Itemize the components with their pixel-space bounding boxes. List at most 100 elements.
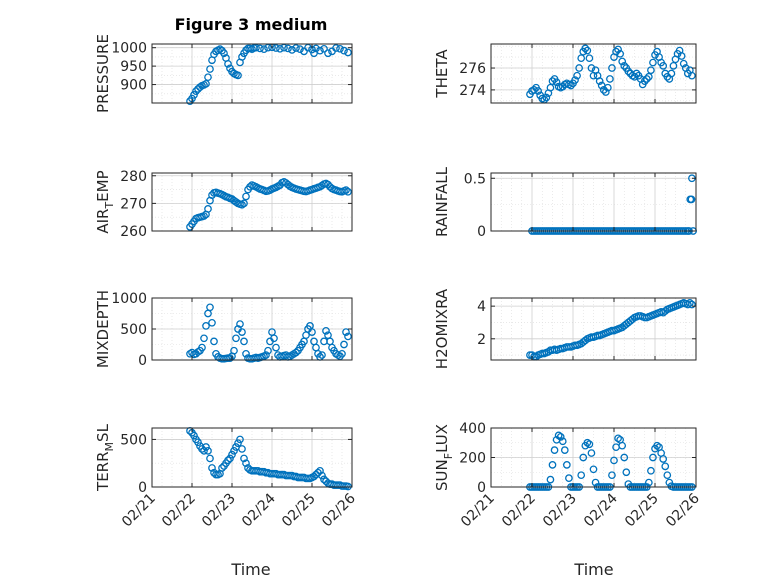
data-point: [242, 192, 250, 201]
data-point: [226, 354, 234, 362]
axes-box: [151, 43, 353, 104]
data-point: [192, 87, 200, 96]
data-point: [665, 478, 674, 487]
data-point: [198, 343, 206, 352]
data-point: [236, 435, 244, 444]
data-point: [679, 59, 688, 68]
y-axis-label: RAINFALL: [433, 166, 451, 237]
y-axis-label: MIXDEPTH: [94, 290, 112, 368]
data-point: [204, 446, 212, 455]
data-point: [558, 437, 567, 446]
axes-box: [151, 172, 353, 232]
data-point: [230, 346, 238, 355]
y-tick-label: 500: [120, 432, 147, 448]
axes-box: [490, 43, 697, 104]
data-point: [190, 431, 198, 440]
y-tick-label: 0: [138, 480, 147, 496]
data-point: [616, 49, 625, 58]
axes-box: [490, 297, 697, 361]
data-point: [338, 349, 346, 358]
data-point: [587, 449, 596, 457]
data-point: [310, 472, 318, 481]
data-point: [320, 44, 328, 53]
data-point: [620, 453, 629, 462]
x-axis-label-left: Time: [230, 560, 270, 579]
data-point: [234, 71, 242, 80]
data-point: [194, 438, 202, 447]
data-point: [344, 48, 352, 57]
data-point: [202, 322, 210, 330]
data-point: [240, 337, 248, 346]
data-point: [204, 205, 212, 213]
y-tick-label: 280: [120, 169, 147, 185]
data-point: [206, 65, 214, 73]
data-point: [272, 44, 280, 52]
data-point: [296, 45, 304, 54]
data-point: [548, 77, 557, 85]
data-point: [583, 438, 592, 447]
data-point: [620, 62, 629, 70]
data-point: [292, 348, 300, 357]
data-point: [344, 187, 352, 196]
data-point: [332, 44, 340, 52]
data-point: [340, 340, 348, 349]
data-point: [196, 83, 204, 91]
data-point: [577, 471, 586, 480]
y-tick-label: 950: [120, 59, 147, 75]
data-point: [534, 87, 543, 95]
y-tick-label: 274: [459, 83, 486, 99]
data-point: [644, 72, 653, 81]
data-point: [224, 456, 232, 465]
y-axis-label: SUNFLUX: [433, 424, 455, 491]
y-tick-label: 0: [138, 353, 147, 369]
data-point: [260, 45, 268, 54]
data-point: [663, 471, 672, 480]
data-point: [322, 327, 330, 335]
data-point: [336, 44, 344, 53]
data-point: [238, 445, 246, 453]
data-point: [573, 71, 581, 80]
data-point: [318, 471, 326, 480]
data-point: [200, 212, 208, 220]
data-point: [554, 431, 563, 440]
data-point: [688, 71, 696, 80]
data-point: [601, 88, 610, 96]
data-point: [344, 332, 352, 341]
y-tick-label: 900: [120, 78, 147, 94]
y-tick-label: 400: [459, 421, 486, 437]
data-point: [320, 475, 328, 484]
data-point: [595, 77, 604, 85]
data-point: [546, 83, 555, 92]
data-point: [342, 186, 350, 194]
y-tick-label: 0: [477, 224, 486, 240]
data-point: [687, 195, 696, 204]
data-point: [318, 351, 326, 359]
data-point: [612, 47, 620, 56]
y-axis-label: H2OMIXRA: [433, 288, 451, 369]
data-point: [591, 478, 600, 487]
y-tick-label: 260: [120, 224, 147, 240]
data-point: [653, 441, 661, 450]
data-point: [288, 46, 296, 54]
data-point: [226, 454, 234, 463]
y-tick-label: 276: [459, 61, 486, 77]
data-point: [234, 439, 242, 448]
data-point: [242, 349, 250, 358]
data-point: [565, 474, 573, 482]
subplot-theta: 274 276 THETA: [433, 43, 697, 104]
data-point: [599, 86, 608, 94]
data-point: [256, 44, 264, 53]
data-point: [552, 78, 561, 87]
data-point: [562, 461, 571, 469]
data-point: [571, 76, 579, 84]
y-tick-label: 270: [120, 196, 147, 212]
data-point: [202, 79, 210, 88]
y-tick-label: 1000: [111, 291, 147, 307]
data-point: [340, 46, 348, 55]
data-point: [240, 199, 248, 208]
data-point: [530, 86, 538, 94]
data-point: [642, 75, 651, 83]
data-point: [603, 83, 612, 92]
data-point: [677, 52, 686, 60]
